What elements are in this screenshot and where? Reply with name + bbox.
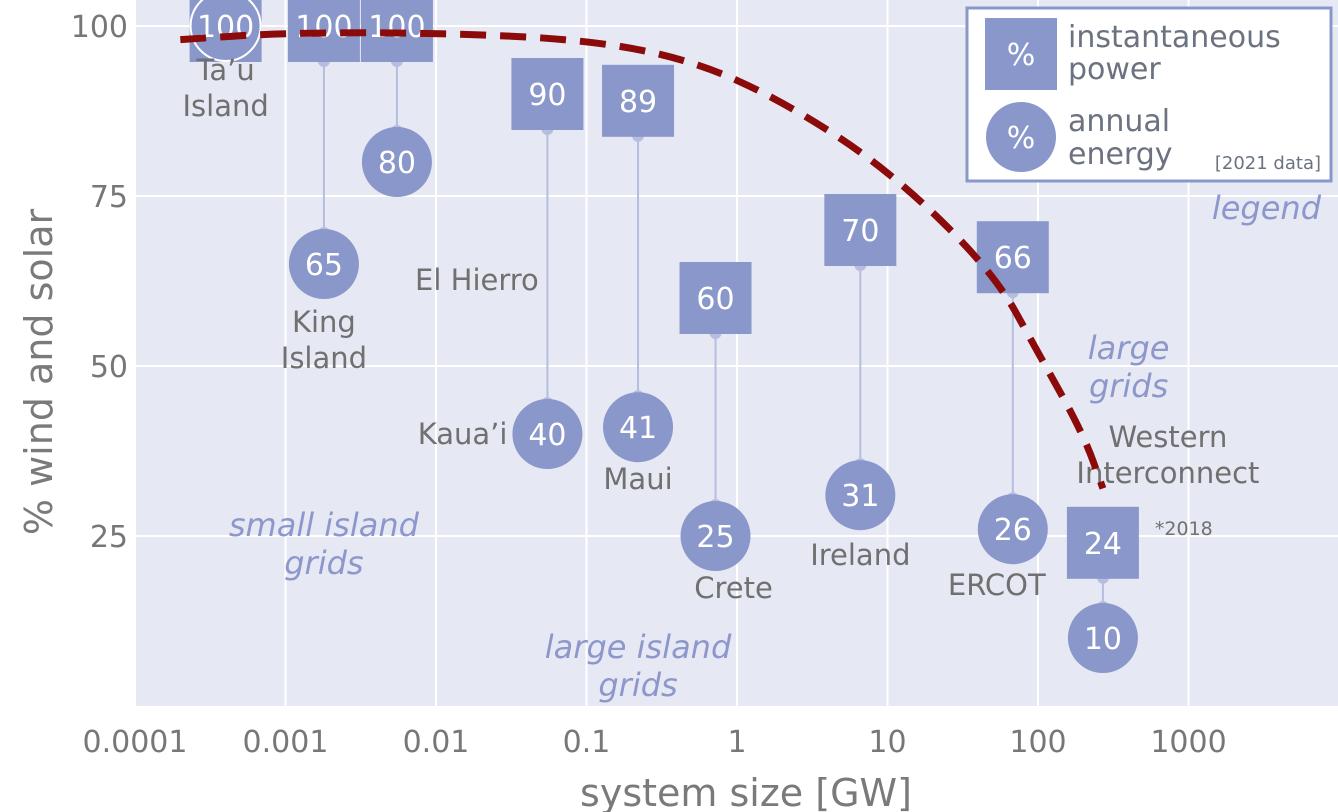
- legend-data-note: [2021 data]: [1215, 153, 1321, 174]
- instantaneous-power-marker: [679, 262, 752, 334]
- legend-caption: legend: [1212, 189, 1322, 227]
- x-tick-label: 100: [1009, 725, 1066, 760]
- instantaneous-power-value: 60: [696, 282, 734, 317]
- y-tick-label: 25: [90, 520, 128, 555]
- annual-energy-marker: [512, 399, 583, 469]
- annual-energy-value: 26: [994, 513, 1032, 548]
- annual-energy-value: 41: [619, 411, 657, 446]
- point-label: Ireland: [810, 538, 910, 572]
- x-tick-label: 0.01: [403, 725, 470, 760]
- x-tick-label: 0.0001: [83, 725, 188, 760]
- point-label: Western: [1108, 420, 1227, 454]
- legend-square-symbol: [985, 18, 1057, 90]
- legend-square-symbol-text: %: [1007, 38, 1036, 73]
- annual-energy-value: 31: [841, 479, 879, 514]
- annual-energy-value: 10: [1084, 622, 1122, 657]
- point-label: Island: [281, 341, 367, 375]
- region-label: large island: [545, 628, 732, 666]
- legend-circle-label: energy: [1068, 137, 1173, 172]
- legend-circle-symbol-text: %: [1007, 121, 1036, 156]
- x-tick-label: 10: [868, 725, 906, 760]
- y-tick-label: 100: [71, 10, 128, 45]
- instantaneous-power-value: 100: [368, 10, 425, 45]
- point-label: Maui: [603, 462, 672, 496]
- trend-line: [180, 29, 1107, 490]
- point-label: Ta’u: [195, 53, 254, 87]
- y-tick-label: 75: [90, 180, 128, 215]
- point-label: Island: [182, 89, 268, 123]
- annual-energy-marker: [680, 501, 751, 571]
- legend-circle-symbol: [986, 102, 1056, 172]
- annual-energy-marker: [361, 127, 432, 197]
- region-label: small island: [229, 506, 420, 544]
- instantaneous-power-value: 66: [994, 241, 1032, 276]
- x-tick-label: 0.1: [563, 725, 611, 760]
- region-label: large: [1088, 329, 1170, 367]
- annual-energy-value: 25: [696, 520, 734, 555]
- instantaneous-power-marker: [511, 58, 584, 130]
- point-label: Crete: [694, 571, 773, 605]
- point-label: El Hierro: [415, 263, 539, 297]
- annual-energy-value: 40: [528, 418, 566, 453]
- x-tick-label: 0.001: [243, 725, 329, 760]
- point-label: Kaua’i: [418, 417, 508, 451]
- region-label: grids: [1089, 367, 1168, 405]
- point-label: King: [292, 305, 356, 339]
- instantaneous-power-value: 70: [841, 214, 879, 249]
- instantaneous-power-value: 100: [295, 10, 352, 45]
- instantaneous-power-marker: [976, 221, 1049, 294]
- x-axis-title: system size [GW]: [580, 771, 912, 812]
- y-tick-label: 50: [90, 350, 128, 385]
- annual-energy-value: 80: [378, 146, 416, 181]
- region-label: grids: [284, 544, 363, 582]
- coincident-marker-outline: [189, 0, 262, 62]
- legend-circle-label: annual: [1068, 104, 1170, 139]
- annual-energy-marker: [977, 494, 1048, 565]
- annual-energy-marker: [825, 460, 896, 531]
- instantaneous-power-marker: [602, 64, 675, 137]
- annual-energy-marker: [603, 392, 674, 463]
- instantaneous-power-marker: [824, 194, 897, 266]
- legend-square-label: instantaneous: [1068, 20, 1281, 55]
- instantaneous-power-marker: [1066, 506, 1139, 579]
- region-label: grids: [598, 666, 677, 704]
- annual-energy-marker: [288, 229, 359, 299]
- point-label: Interconnect: [1076, 456, 1259, 490]
- annual-energy-value: 65: [305, 248, 343, 283]
- point-label: ERCOT: [948, 568, 1046, 602]
- x-tick-label: 1000: [1150, 725, 1226, 760]
- instantaneous-power-value: 24: [1084, 527, 1122, 562]
- instantaneous-power-value: 90: [528, 78, 566, 113]
- instantaneous-power-value: 89: [619, 85, 657, 120]
- x-tick-label: 1: [727, 725, 746, 760]
- point-footnote: *2018: [1155, 518, 1213, 540]
- y-axis-title: % wind and solar: [17, 209, 61, 536]
- annual-energy-marker: [1067, 603, 1138, 673]
- legend-square-label: power: [1068, 52, 1161, 87]
